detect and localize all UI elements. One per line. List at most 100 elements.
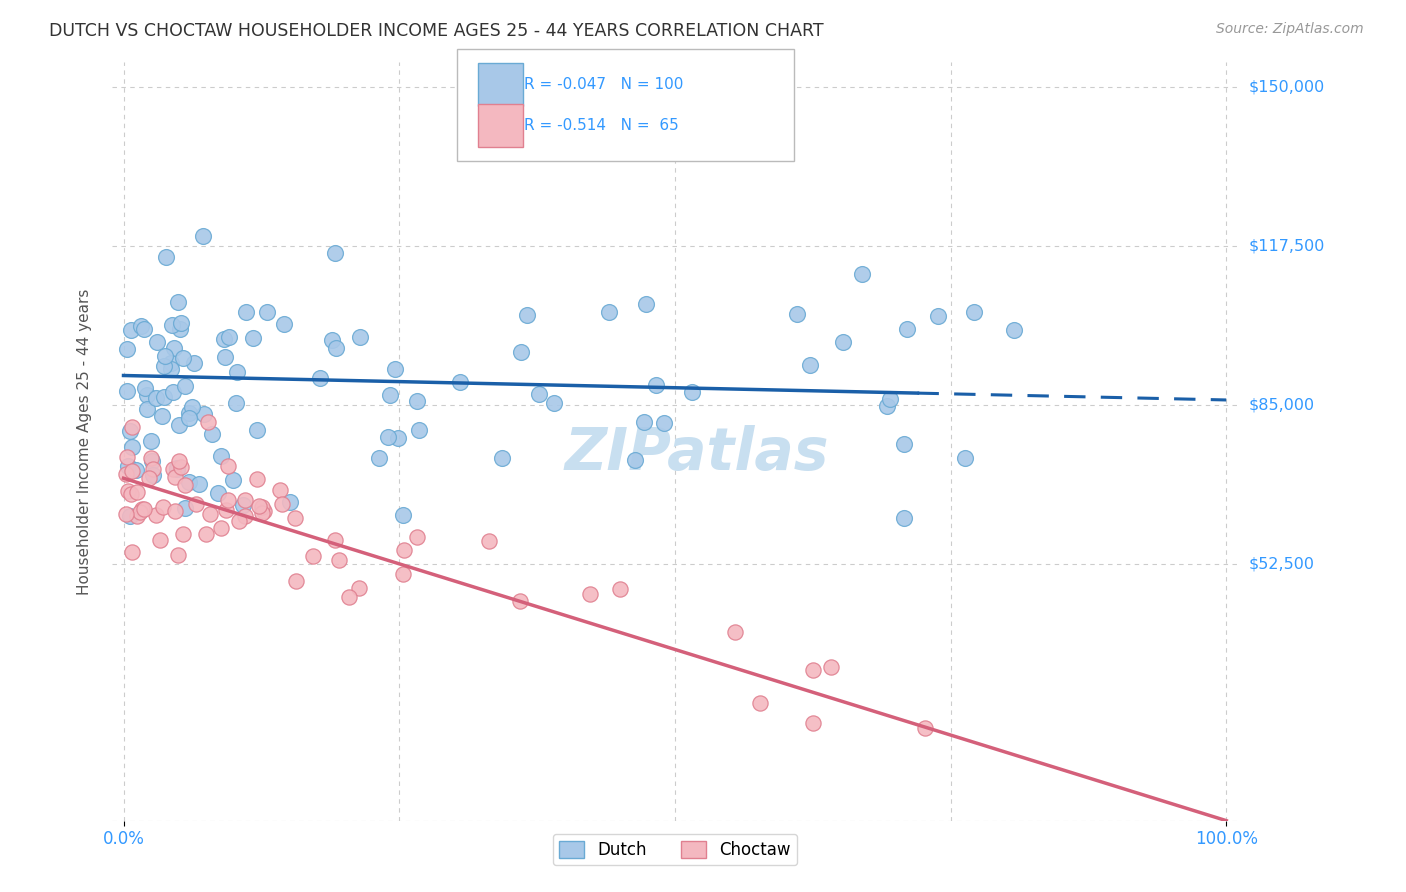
Point	[166, 549, 188, 563]
Point	[598, 305, 620, 319]
Point	[184, 497, 207, 511]
Point	[893, 511, 915, 525]
Point	[377, 430, 399, 444]
Point	[127, 508, 149, 523]
Point	[150, 409, 173, 423]
Point	[121, 440, 143, 454]
Point	[145, 508, 167, 522]
Text: $52,500: $52,500	[1249, 557, 1315, 572]
Point	[253, 504, 276, 518]
Point	[285, 574, 308, 588]
Point	[153, 390, 176, 404]
Point	[132, 322, 155, 336]
Point	[509, 594, 531, 608]
Point	[368, 450, 391, 465]
Point	[309, 371, 332, 385]
Point	[278, 495, 301, 509]
Point	[233, 493, 256, 508]
Point	[221, 474, 243, 488]
Point	[195, 527, 218, 541]
Point	[301, 549, 323, 564]
Point	[478, 533, 501, 548]
Point	[347, 581, 370, 595]
Point	[896, 321, 918, 335]
Point	[142, 467, 165, 482]
Point	[139, 450, 162, 465]
Point	[129, 505, 152, 519]
Point	[120, 424, 142, 438]
Text: $85,000: $85,000	[1249, 397, 1315, 412]
Point	[163, 503, 186, 517]
Point	[801, 715, 824, 730]
Point	[624, 453, 647, 467]
Point	[250, 500, 273, 514]
Point	[391, 567, 413, 582]
Point	[927, 309, 949, 323]
Point	[256, 304, 278, 318]
Point	[145, 391, 167, 405]
Point	[167, 453, 190, 467]
Point	[209, 449, 232, 463]
Point	[543, 396, 565, 410]
Point	[197, 415, 219, 429]
Point	[516, 308, 538, 322]
Point	[159, 356, 181, 370]
Point	[120, 323, 142, 337]
Point	[145, 335, 167, 350]
Point	[215, 502, 238, 516]
Point	[191, 228, 214, 243]
Point	[120, 487, 142, 501]
Point	[269, 483, 291, 498]
Legend: Dutch, Choctaw: Dutch, Choctaw	[553, 834, 797, 865]
Point	[681, 384, 703, 399]
Point	[328, 553, 350, 567]
Point	[801, 663, 824, 677]
Point	[162, 462, 184, 476]
Y-axis label: Householder Income Ages 25 - 44 years: Householder Income Ages 25 - 44 years	[77, 288, 91, 595]
Point	[141, 454, 163, 468]
Point	[152, 500, 174, 515]
Point	[173, 500, 195, 515]
Point	[799, 358, 821, 372]
Point	[405, 393, 427, 408]
Point	[121, 420, 143, 434]
Point	[242, 331, 264, 345]
Point	[167, 418, 190, 433]
Point	[529, 386, 551, 401]
Point	[135, 388, 157, 402]
Point	[914, 721, 936, 735]
Point	[125, 462, 148, 476]
Point	[893, 436, 915, 450]
Point	[235, 305, 257, 319]
Point	[114, 467, 136, 481]
Text: $150,000: $150,000	[1249, 79, 1324, 95]
Point	[218, 330, 240, 344]
Point	[125, 484, 148, 499]
Point	[284, 511, 307, 525]
Text: R = -0.047   N = 100: R = -0.047 N = 100	[524, 77, 683, 92]
Point	[509, 344, 531, 359]
Point	[217, 492, 239, 507]
Point	[387, 431, 409, 445]
Point	[633, 415, 655, 429]
Point	[323, 533, 346, 548]
Point	[173, 478, 195, 492]
Point	[134, 381, 156, 395]
Point	[252, 507, 274, 521]
Point	[214, 350, 236, 364]
Point	[117, 459, 139, 474]
Point	[225, 396, 247, 410]
Point	[652, 416, 675, 430]
Point	[271, 497, 294, 511]
Point	[187, 476, 209, 491]
Point	[114, 508, 136, 522]
Point	[121, 464, 143, 478]
Point	[391, 508, 413, 523]
Point	[449, 375, 471, 389]
Point	[953, 450, 976, 465]
Point	[963, 304, 986, 318]
Point	[166, 461, 188, 475]
Point	[273, 317, 295, 331]
Text: DUTCH VS CHOCTAW HOUSEHOLDER INCOME AGES 25 - 44 YEARS CORRELATION CHART: DUTCH VS CHOCTAW HOUSEHOLDER INCOME AGES…	[49, 22, 824, 40]
Point	[212, 332, 235, 346]
